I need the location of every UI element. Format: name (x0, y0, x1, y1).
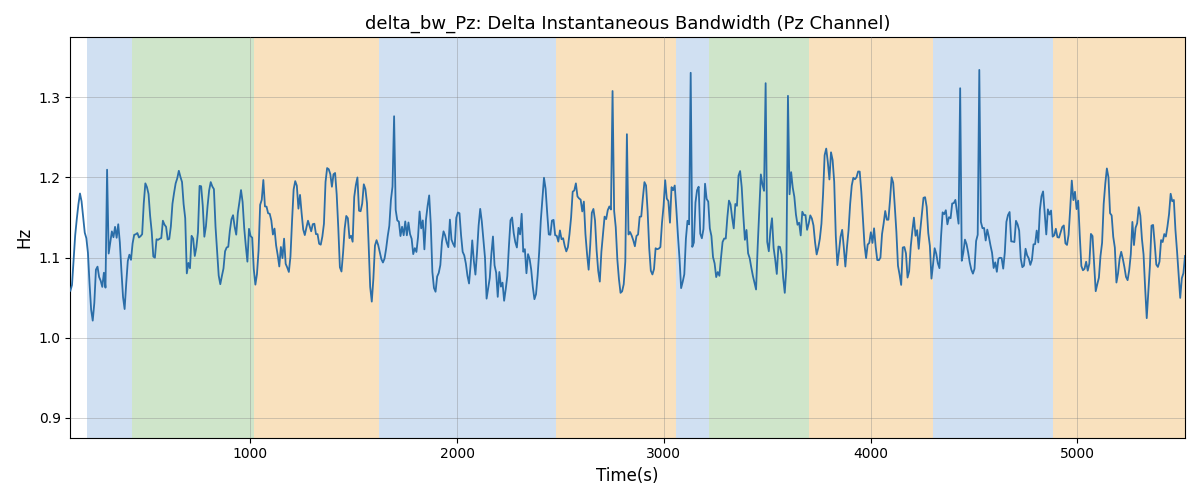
Bar (378, 38, 557, 438)
Bar (132, 38, 254, 438)
Bar (557, 38, 677, 438)
Bar (809, 38, 932, 438)
Bar (86, 38, 132, 438)
Bar (932, 38, 1052, 438)
Title: delta_bw_Pz: Delta Instantaneous Bandwidth (Pz Channel): delta_bw_Pz: Delta Instantaneous Bandwid… (365, 15, 890, 34)
Bar (709, 38, 809, 438)
Bar (1052, 38, 1184, 438)
X-axis label: Time(s): Time(s) (596, 467, 659, 485)
Bar (677, 38, 709, 438)
Y-axis label: Hz: Hz (14, 227, 32, 248)
Bar (254, 38, 378, 438)
